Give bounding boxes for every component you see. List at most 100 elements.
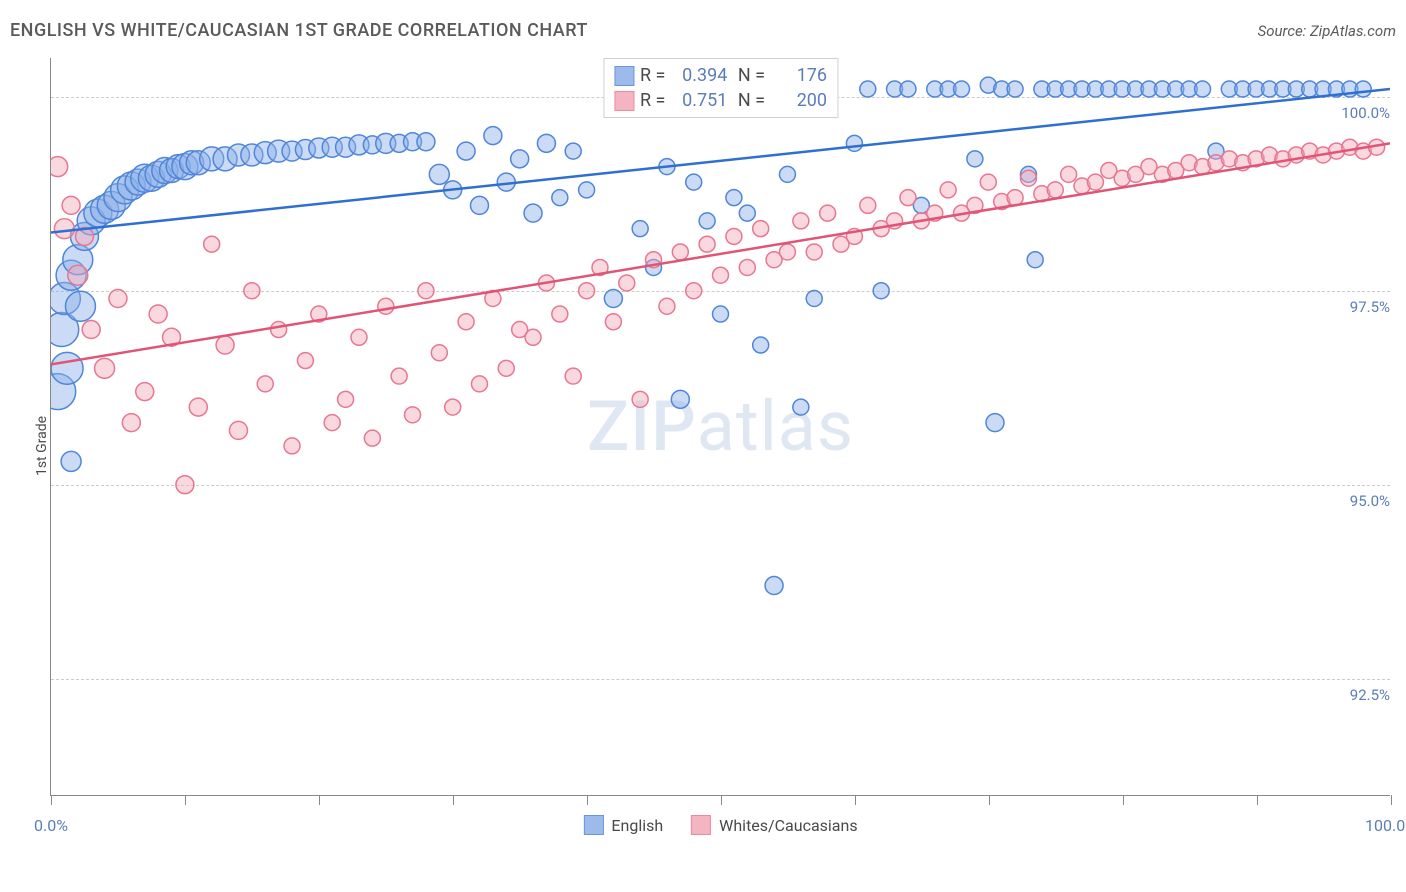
data-point: [61, 451, 81, 471]
data-point: [1007, 81, 1023, 97]
data-point: [672, 244, 688, 260]
chart-svg: [51, 58, 1390, 795]
data-point: [229, 421, 247, 439]
legend-label-english: English: [611, 816, 663, 835]
data-point: [405, 407, 421, 423]
source-label: Source: ZipAtlas.com: [1258, 22, 1396, 40]
data-point: [659, 298, 675, 314]
data-point: [1195, 81, 1211, 97]
data-point: [860, 81, 876, 97]
data-point: [445, 399, 461, 415]
data-point: [297, 353, 313, 369]
x-tick: [855, 795, 856, 805]
data-point: [68, 265, 88, 285]
data-point: [364, 430, 380, 446]
series-legend: English Whites/Caucasians: [583, 815, 857, 835]
data-point: [65, 291, 95, 321]
chart-title: ENGLISH VS WHITE/CAUCASIAN 1ST GRADE COR…: [10, 20, 588, 41]
data-point: [244, 283, 260, 299]
data-point: [204, 236, 220, 252]
data-point: [95, 358, 115, 378]
data-point: [284, 438, 300, 454]
data-point: [699, 236, 715, 252]
y-axis-label: 1st Grade: [34, 416, 50, 476]
data-point: [82, 321, 100, 339]
n-value-english: 176: [771, 65, 827, 86]
data-point: [457, 142, 475, 160]
data-point: [873, 283, 889, 299]
data-point: [1061, 166, 1077, 182]
data-point: [1027, 252, 1043, 268]
data-point: [537, 134, 555, 152]
n-label: N =: [733, 90, 765, 111]
data-point: [632, 221, 648, 237]
data-point: [806, 244, 822, 260]
legend-item-english: English: [583, 815, 663, 835]
data-point: [980, 174, 996, 190]
data-point: [189, 398, 207, 416]
data-point: [378, 298, 394, 314]
data-point: [565, 143, 581, 159]
r-label: R =: [640, 65, 665, 86]
n-value-whites: 200: [771, 90, 827, 111]
x-tick: [1257, 795, 1258, 805]
data-point: [1355, 81, 1371, 97]
r-value-whites: 0.751: [671, 90, 727, 111]
data-point: [713, 306, 729, 322]
swatch-english-bottom: [583, 815, 603, 835]
data-point: [739, 259, 755, 275]
data-point: [900, 190, 916, 206]
x-tick: [185, 795, 186, 805]
data-point: [470, 196, 488, 214]
data-point: [216, 336, 234, 354]
data-point: [954, 81, 970, 97]
data-point: [511, 150, 529, 168]
data-point: [271, 322, 287, 338]
data-point: [604, 290, 622, 308]
x-tick: [721, 795, 722, 805]
data-point: [484, 127, 502, 145]
data-point: [846, 135, 862, 151]
data-point: [605, 314, 621, 330]
x-tick: [1391, 795, 1392, 805]
data-point: [1020, 170, 1036, 186]
x-tick-label: 0.0%: [34, 816, 68, 835]
data-point: [619, 275, 635, 291]
data-point: [753, 221, 769, 237]
data-point: [51, 352, 83, 384]
data-point: [753, 337, 769, 353]
data-point: [458, 314, 474, 330]
trend-line: [51, 143, 1390, 364]
data-point: [176, 476, 194, 494]
data-point: [793, 213, 809, 229]
data-point: [739, 205, 755, 221]
swatch-whites: [614, 91, 634, 111]
x-tick-label: 100.0%: [1365, 816, 1406, 835]
data-point: [552, 190, 568, 206]
data-point: [686, 283, 702, 299]
swatch-whites-bottom: [691, 815, 711, 835]
r-value-english: 0.394: [671, 65, 727, 86]
data-point: [324, 415, 340, 431]
data-point: [62, 196, 80, 214]
data-point: [967, 151, 983, 167]
data-point: [806, 291, 822, 307]
legend-item-whites: Whites/Caucasians: [691, 815, 857, 835]
data-point: [579, 182, 595, 198]
data-point: [257, 376, 273, 392]
data-point: [418, 283, 434, 299]
data-point: [699, 213, 715, 229]
data-point: [149, 305, 167, 323]
data-point: [579, 283, 595, 299]
data-point: [429, 164, 449, 184]
swatch-english: [614, 66, 634, 86]
data-point: [51, 157, 68, 177]
data-point: [986, 414, 1004, 432]
x-tick: [1123, 795, 1124, 805]
data-point: [713, 267, 729, 283]
plot-area: ZIPatlas R = 0.394 N = 176 R = 0.751 N =…: [50, 58, 1390, 796]
n-label: N =: [733, 65, 765, 86]
data-point: [54, 219, 74, 239]
x-tick: [989, 795, 990, 805]
data-point: [109, 290, 127, 308]
